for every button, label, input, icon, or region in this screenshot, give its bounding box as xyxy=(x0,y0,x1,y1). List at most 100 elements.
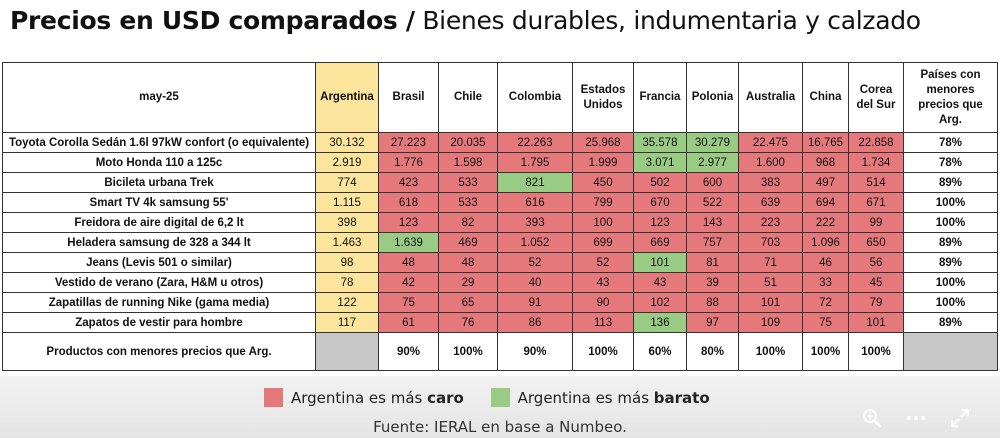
price-cell: 383 xyxy=(738,172,803,193)
share-cell: 100% xyxy=(903,192,998,213)
product-label: Moto Honda 110 a 125c xyxy=(2,152,316,173)
country-header: Colombia xyxy=(497,62,573,133)
price-cell: 40 xyxy=(497,272,573,293)
price-cell: 79 xyxy=(848,292,904,313)
legend-barato-bold: barato xyxy=(653,389,710,407)
price-cell: 514 xyxy=(848,172,904,193)
summary-label: Productos con menores precios que Arg. xyxy=(2,332,316,371)
summary-cell: 100% xyxy=(438,332,498,371)
summary-cell: 100% xyxy=(738,332,803,371)
toolbar xyxy=(860,406,980,430)
price-cell: 1.096 xyxy=(802,232,849,253)
legend: Argentina es más caro Argentina es más b… xyxy=(264,388,732,407)
price-cell: 102 xyxy=(633,292,687,313)
price-cell: 100 xyxy=(572,212,634,233)
price-cell: 90 xyxy=(572,292,634,313)
table-row: Smart TV 4k samsung 55' 1.115 618 533 616 799… xyxy=(2,192,998,213)
country-header: Polonia xyxy=(686,62,739,133)
fullscreen-icon[interactable] xyxy=(948,406,972,430)
summary-cell: 60% xyxy=(633,332,687,371)
legend-item-caro: Argentina es más caro xyxy=(264,388,464,407)
price-cell: 46 xyxy=(802,252,849,273)
price-cell: 76 xyxy=(438,312,498,333)
price-cell: 423 xyxy=(378,172,439,193)
table-row: Zapatillas de running Nike (gama media) 1… xyxy=(2,292,998,313)
summary-empty-cell xyxy=(903,332,998,371)
price-cell: 821 xyxy=(497,172,573,193)
period-header: may-25 xyxy=(2,62,316,133)
title-bold: Precios en USD comparados / xyxy=(10,6,415,35)
legend-swatch-barato xyxy=(490,388,510,407)
share-cell: 100% xyxy=(903,272,998,293)
share-cell: 89% xyxy=(903,172,998,193)
price-cell: 30.279 xyxy=(686,132,739,153)
table-row: Moto Honda 110 a 125c 2.919 1.776 1.598 1.79… xyxy=(2,152,998,173)
summary-cell: 80% xyxy=(686,332,739,371)
price-cell: 109 xyxy=(738,312,803,333)
price-cell: 671 xyxy=(848,192,904,213)
price-cell: 22.858 xyxy=(848,132,904,153)
summary-cell: 90% xyxy=(378,332,439,371)
price-cell: 71 xyxy=(738,252,803,273)
price-cell: 522 xyxy=(686,192,739,213)
country-header: Argentina xyxy=(315,62,379,133)
price-cell: 757 xyxy=(686,232,739,253)
legend-barato-prefix: Argentina es más xyxy=(517,389,654,407)
more-options-icon[interactable] xyxy=(904,406,928,430)
price-cell: 61 xyxy=(378,312,439,333)
price-cell: 45 xyxy=(848,272,904,293)
price-cell: 91 xyxy=(497,292,573,313)
header: Precios en USD comparados / Bienes durab… xyxy=(0,0,1000,60)
title-subtitle: Bienes durables, indumentaria y calzado xyxy=(414,6,921,35)
price-cell: 48 xyxy=(378,252,439,273)
product-label: Smart TV 4k samsung 55' xyxy=(2,192,316,213)
price-cell: 29 xyxy=(438,272,498,293)
price-cell: 650 xyxy=(848,232,904,253)
price-cell: 22.475 xyxy=(738,132,803,153)
price-cell: 450 xyxy=(572,172,634,193)
price-comparison-table: may-25 Argentina Brasil Chile Colombia E… xyxy=(2,62,998,371)
share-header: Países con menores precios que Arg. xyxy=(903,62,998,133)
share-cell: 78% xyxy=(903,152,998,173)
price-cell: 43 xyxy=(633,272,687,293)
country-header: Australia xyxy=(738,62,803,133)
price-cell: 968 xyxy=(802,152,849,173)
table-row: Vestido de verano (Zara, H&M u otros) 78 4… xyxy=(2,272,998,293)
table-row: Bicileta urbana Trek 774 423 533 821 450 502 60… xyxy=(2,172,998,193)
price-cell: 703 xyxy=(738,232,803,253)
price-cell: 1.776 xyxy=(378,152,439,173)
country-header: Brasil xyxy=(378,62,439,133)
share-cell: 100% xyxy=(903,212,998,233)
country-header: Francia xyxy=(633,62,687,133)
price-cell: 97 xyxy=(686,312,739,333)
argentina-price-cell: 78 xyxy=(315,272,379,293)
legend-item-barato: Argentina es más barato xyxy=(490,388,710,407)
argentina-price-cell: 117 xyxy=(315,312,379,333)
country-header: China xyxy=(802,62,849,133)
table-row: Heladera samsung de 328 a 344 lt 1.463 1.6… xyxy=(2,232,998,253)
price-cell: 639 xyxy=(738,192,803,213)
country-header: Chile xyxy=(438,62,498,133)
price-cell: 618 xyxy=(378,192,439,213)
argentina-price-cell: 398 xyxy=(315,212,379,233)
price-cell: 35.578 xyxy=(633,132,687,153)
product-label: Freidora de aire digital de 6,2 lt xyxy=(2,212,316,233)
price-cell: 101 xyxy=(633,252,687,273)
price-cell: 222 xyxy=(802,212,849,233)
summary-cell: 100% xyxy=(848,332,904,371)
zoom-in-icon[interactable] xyxy=(860,406,884,430)
price-cell: 393 xyxy=(497,212,573,233)
product-label: Bicileta urbana Trek xyxy=(2,172,316,193)
summary-cell: 100% xyxy=(802,332,849,371)
price-cell: 81 xyxy=(686,252,739,273)
price-cell: 43 xyxy=(572,272,634,293)
product-label: Jeans (Levis 501 o similar) xyxy=(2,252,316,273)
price-cell: 670 xyxy=(633,192,687,213)
argentina-price-cell: 30.132 xyxy=(315,132,379,153)
price-cell: 75 xyxy=(802,312,849,333)
price-cell: 82 xyxy=(438,212,498,233)
price-cell: 42 xyxy=(378,272,439,293)
argentina-price-cell: 774 xyxy=(315,172,379,193)
price-cell: 799 xyxy=(572,192,634,213)
price-cell: 497 xyxy=(802,172,849,193)
